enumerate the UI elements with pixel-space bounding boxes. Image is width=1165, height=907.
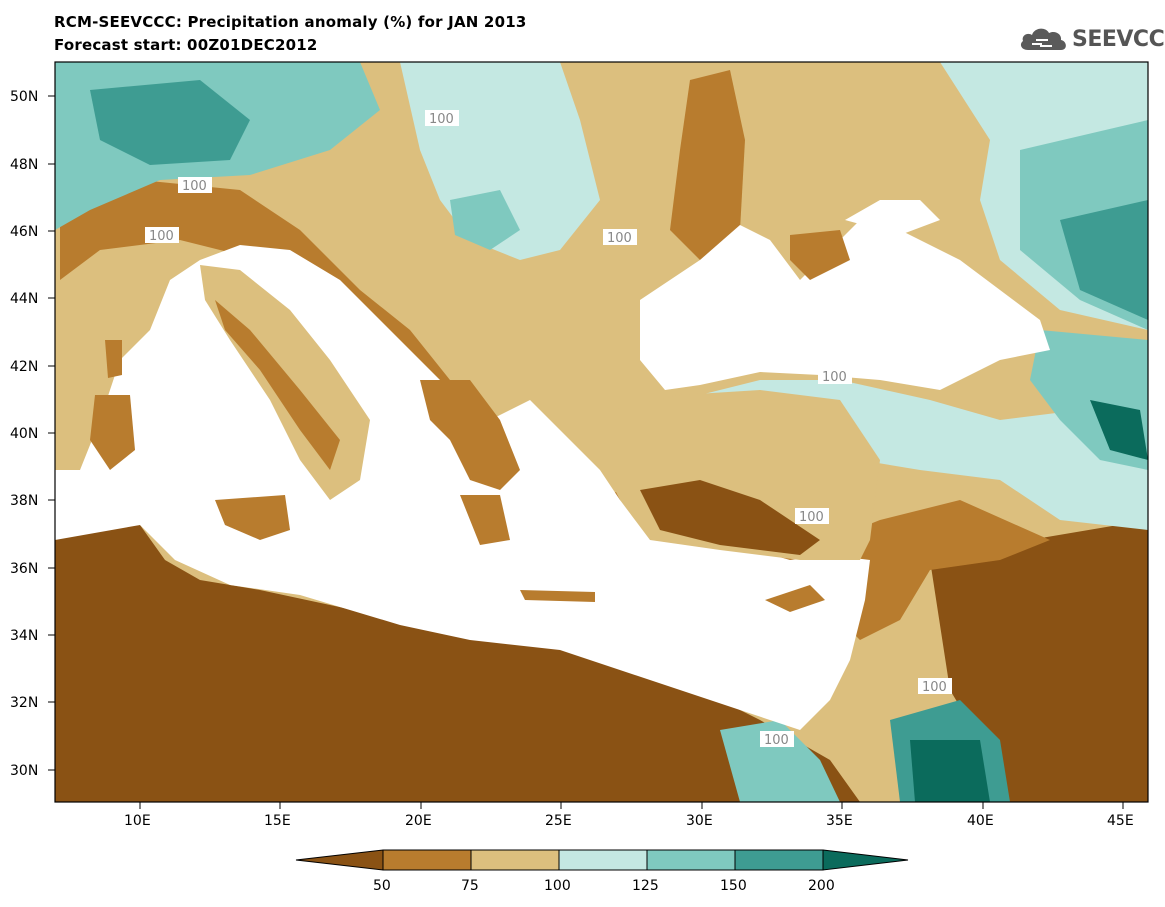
- svg-text:100: 100: [822, 370, 847, 385]
- lat-label: 40N: [10, 426, 38, 442]
- colorbar-segment: [295, 849, 384, 871]
- colorbar-segment: [382, 849, 472, 871]
- colorbar-segment: [558, 849, 648, 871]
- lat-label: 42N: [10, 359, 38, 375]
- svg-text:100: 100: [607, 231, 632, 246]
- crimea: [790, 230, 850, 280]
- colorbar-segment: [822, 849, 909, 871]
- latitude-axis: 50N 48N 46N 44N 42N 40N 38N 36N 34N 32N …: [10, 89, 55, 779]
- map-title: RCM-SEEVCCC: Precipitation anomaly (%) f…: [54, 13, 527, 31]
- lat-label: 34N: [10, 628, 38, 644]
- contour-labels: 100 100 100 100 100 100 100 100: [145, 110, 952, 748]
- black-sea: [640, 220, 1050, 390]
- contour-label: 100: [795, 508, 829, 525]
- lon-label: 45E: [1107, 813, 1134, 829]
- sea-of-azov: [845, 200, 940, 235]
- field-125-150-sinai: [720, 720, 840, 802]
- field-below-50-africa: [55, 525, 860, 802]
- lon-label: 10E: [124, 813, 151, 829]
- corsica: [105, 340, 122, 378]
- map-field: [55, 62, 1148, 802]
- lat-label: 38N: [10, 493, 38, 509]
- lat-label: 30N: [10, 763, 38, 779]
- contour-label: 100: [145, 227, 179, 244]
- field-above-200-arabia: [910, 740, 990, 802]
- field-150-200-northwest: [90, 80, 250, 165]
- cloud-logo-icon: [1020, 28, 1066, 50]
- longitude-axis: 10E 15E 20E 25E 30E 35E 40E 45E: [124, 802, 1134, 829]
- colorbar-label: 125: [632, 878, 659, 894]
- field-50-75-ukraine: [670, 70, 745, 260]
- lon-label: 25E: [545, 813, 572, 829]
- colorbar-legend: 50 75 100 125 150 200: [295, 849, 909, 894]
- contour-label: 100: [760, 731, 794, 748]
- lat-label: 46N: [10, 224, 38, 240]
- contour-label: 100: [178, 177, 212, 194]
- cyprus: [765, 585, 825, 612]
- svg-text:100: 100: [149, 229, 174, 244]
- colorbar-segment: [734, 849, 824, 871]
- logo-text: SEEVCCC: [1072, 26, 1165, 52]
- svg-text:100: 100: [429, 112, 454, 127]
- lon-label: 15E: [264, 813, 291, 829]
- lon-label: 35E: [826, 813, 853, 829]
- lon-label: 30E: [686, 813, 713, 829]
- lat-label: 32N: [10, 695, 38, 711]
- anatolia-dry: [640, 480, 820, 555]
- contour-label: 100: [918, 678, 952, 695]
- svg-text:100: 100: [799, 510, 824, 525]
- contour-label: 100: [603, 229, 637, 246]
- colorbar-segment: [646, 849, 736, 871]
- lat-label: 48N: [10, 157, 38, 173]
- lon-label: 40E: [967, 813, 994, 829]
- lat-label: 50N: [10, 89, 38, 105]
- map-frame: [54, 61, 1149, 803]
- forecast-start-label: Forecast start: 00Z01DEC2012: [54, 36, 318, 54]
- contour-label: 100: [818, 368, 852, 385]
- lat-label: 44N: [10, 291, 38, 307]
- colorbar-label: 75: [461, 878, 479, 894]
- colorbar-segment: [470, 849, 560, 871]
- greece: [420, 380, 520, 490]
- contour-label: 100: [425, 110, 459, 127]
- svg-text:100: 100: [182, 179, 207, 194]
- lat-label: 36N: [10, 561, 38, 577]
- peloponnese: [460, 495, 510, 545]
- lon-label: 20E: [405, 813, 432, 829]
- sicily: [215, 495, 290, 540]
- colorbar-label: 50: [373, 878, 391, 894]
- field-above-200-caucasus: [1090, 400, 1148, 460]
- field-125-150-hungary: [450, 190, 520, 250]
- svg-text:100: 100: [764, 733, 789, 748]
- sardinia: [90, 395, 135, 470]
- svg-text:100: 100: [922, 680, 947, 695]
- colorbar-label: 200: [808, 878, 835, 894]
- seevccc-logo: SEEVCCC: [1018, 24, 1165, 54]
- italy-land-dry: [215, 300, 340, 470]
- crete: [520, 590, 595, 602]
- colorbar-label: 100: [544, 878, 571, 894]
- colorbar-label: 150: [720, 878, 747, 894]
- field-150-200-east: [1060, 200, 1148, 320]
